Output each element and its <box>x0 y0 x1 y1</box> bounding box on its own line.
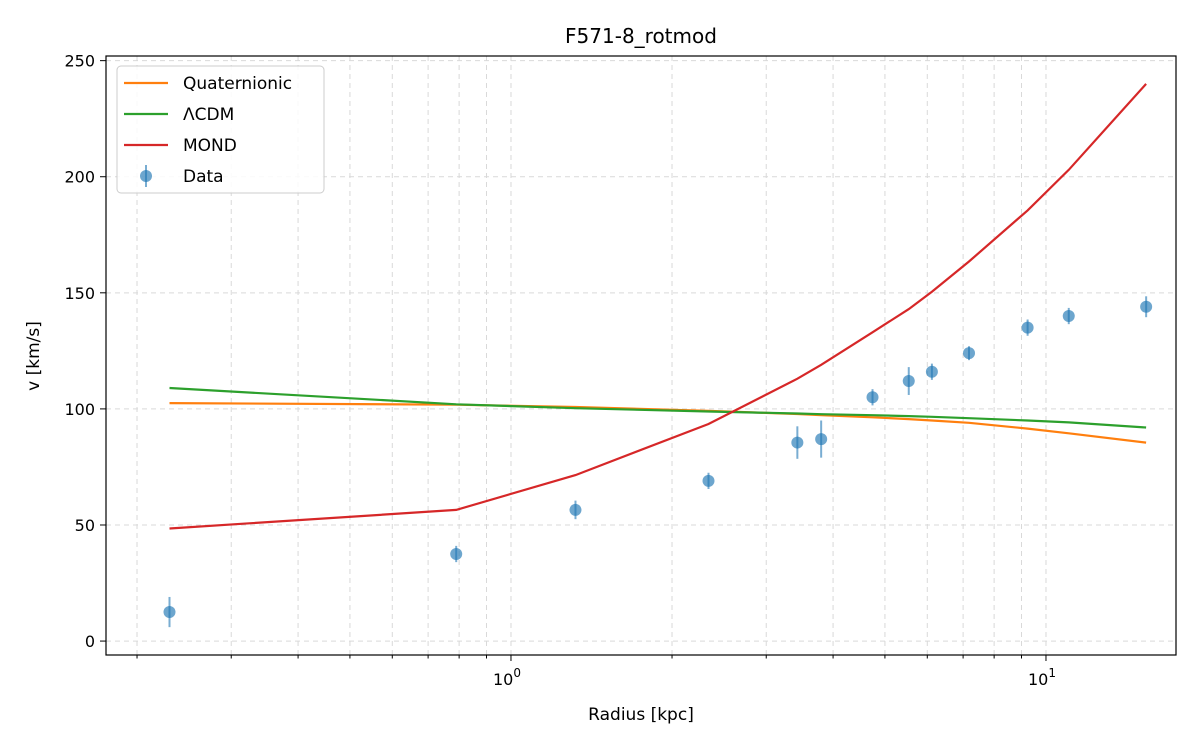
y-tick-label: 150 <box>64 284 95 303</box>
x-axis-label: Radius [kpc] <box>588 705 694 725</box>
series-line-quaternionic <box>169 402 1147 444</box>
y-axis-label: v [km/s] <box>24 321 44 391</box>
data-point <box>815 433 828 446</box>
y-tick-label: 200 <box>64 168 95 187</box>
data-point <box>866 391 879 404</box>
series-line-cdm <box>169 386 1147 429</box>
chart-title: F571-8_rotmod <box>565 24 717 48</box>
legend: Quaternionic ΛCDM MOND Data <box>116 65 325 194</box>
x-tick-label-exponent: 1 <box>1048 666 1056 680</box>
data-point <box>1021 321 1034 334</box>
legend-entry-label: Quaternionic <box>183 74 292 94</box>
y-tick-label: 100 <box>64 400 95 419</box>
data-point <box>702 474 715 487</box>
x-tick-label-base: 10 <box>493 670 513 689</box>
x-tick-label-exponent: 0 <box>513 666 521 680</box>
data-point <box>963 347 976 360</box>
data-point <box>925 365 938 378</box>
series-line-mond <box>169 83 1147 530</box>
legend-entry-label: ΛCDM <box>183 105 234 125</box>
legend-box <box>116 65 325 194</box>
data-point <box>902 375 915 388</box>
plot-frame <box>105 55 1177 656</box>
data-point <box>569 503 582 516</box>
x-tick-label-base: 10 <box>1028 670 1048 689</box>
y-tick-label: 0 <box>85 632 95 651</box>
data-point <box>1140 300 1153 313</box>
legend-entry-label: Data <box>183 167 224 187</box>
x-tick-label: 100 <box>493 666 521 689</box>
legend-entry-label: MOND <box>183 136 237 156</box>
data-point <box>163 606 176 619</box>
data-point <box>1062 310 1075 323</box>
y-tick-label: 250 <box>64 52 95 71</box>
y-tick-label: 50 <box>75 516 95 535</box>
data-point <box>450 548 463 561</box>
legend-marker-data <box>140 170 152 182</box>
x-tick-label: 101 <box>1028 666 1056 689</box>
series-layer <box>163 83 1153 628</box>
data-point <box>791 436 804 449</box>
